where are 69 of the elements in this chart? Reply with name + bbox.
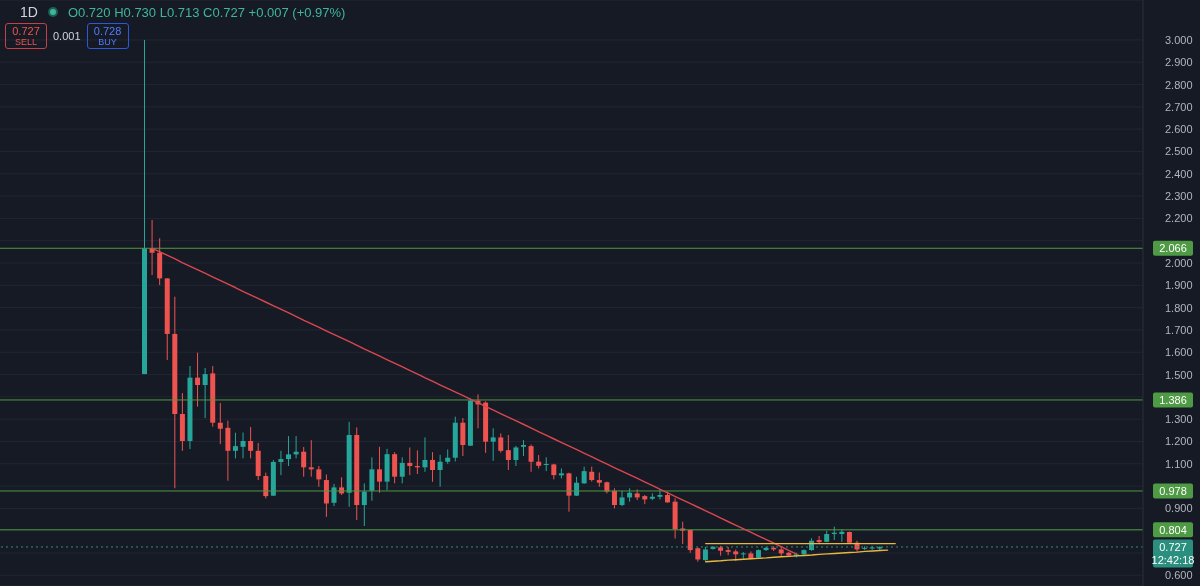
y-tick-label: 2.800 xyxy=(1165,78,1193,91)
ref-line-label: 0.804 xyxy=(1159,523,1187,536)
candlestick xyxy=(611,487,617,509)
candlestick xyxy=(528,444,534,473)
text: 0.001 xyxy=(53,30,81,42)
candlestick xyxy=(225,420,231,482)
candlestick xyxy=(513,445,519,467)
candlestick xyxy=(740,551,746,560)
y-tick-label: 1.200 xyxy=(1165,435,1193,448)
candlestick xyxy=(505,434,511,471)
candlestick xyxy=(816,535,822,545)
candlestick xyxy=(301,446,307,478)
candlestick xyxy=(498,432,504,454)
candlestick xyxy=(286,435,292,467)
y-tick-label: 1.600 xyxy=(1165,346,1193,359)
line-series xyxy=(151,247,798,555)
candlestick xyxy=(437,454,443,488)
candlestick xyxy=(331,483,337,507)
y-tick-label: 2.900 xyxy=(1165,56,1193,69)
candlestick xyxy=(369,456,375,502)
candlestick xyxy=(316,465,322,488)
y-tick-label: 2.000 xyxy=(1165,257,1193,269)
y-tick-label: 3.000 xyxy=(1165,33,1193,46)
candlestick xyxy=(422,436,428,473)
y-tick-label: 1.500 xyxy=(1165,368,1193,381)
candlestick xyxy=(308,439,314,478)
candlestick xyxy=(399,456,405,484)
candlestick xyxy=(543,456,549,472)
candlestick xyxy=(566,472,572,513)
y-tick-label: 2.500 xyxy=(1165,145,1193,158)
candlestick xyxy=(460,417,466,457)
y-tick-label: 2.400 xyxy=(1165,167,1193,180)
candlestick xyxy=(430,451,436,483)
y-tick-label: 2.700 xyxy=(1165,100,1193,113)
text: 0.728 BUY xyxy=(93,25,122,47)
y-tick-label: 2.300 xyxy=(1165,190,1193,203)
candlestick xyxy=(839,528,845,543)
y-tick-label: 2.600 xyxy=(1165,123,1193,136)
candlestick xyxy=(232,432,238,459)
ref-line-label: 0.978 xyxy=(1159,484,1187,497)
y-tick-label: 1.100 xyxy=(1165,457,1193,470)
candlestick xyxy=(361,482,367,527)
text: 0.727 SELL xyxy=(12,25,40,47)
y-tick-label: 1.700 xyxy=(1165,323,1193,336)
candlestick xyxy=(263,472,269,499)
candlestick xyxy=(240,432,246,459)
chart-subtitle: O0.720 H0.730 L0.713 C0.727 +0.007 (+0.97%) xyxy=(67,4,346,20)
y-tick-label: 1.900 xyxy=(1165,279,1193,292)
candlestick xyxy=(248,426,254,459)
ref-line-label: 1.386 xyxy=(1159,393,1187,406)
candlestick xyxy=(195,352,201,408)
y-tick-label: 1.300 xyxy=(1165,413,1193,426)
text: 1D xyxy=(20,4,38,20)
candlestick xyxy=(323,473,329,518)
candlestick xyxy=(407,446,413,476)
y-tick-label: 1.800 xyxy=(1165,301,1193,314)
line-series xyxy=(705,549,889,563)
candlestick xyxy=(657,489,663,500)
y-tick-label: 0.900 xyxy=(1165,502,1193,515)
candlestick xyxy=(376,446,382,494)
ref-line-label: 0.727 12:42:18 xyxy=(1151,540,1195,566)
candlestick xyxy=(392,451,398,484)
y-tick-label: 2.200 xyxy=(1165,212,1193,225)
candlestick xyxy=(202,367,208,419)
candlestick xyxy=(490,427,496,462)
candlestick xyxy=(278,450,284,476)
ref-line-label: 2.066 xyxy=(1159,242,1187,255)
candlestick xyxy=(217,402,223,445)
y-tick-label: 0.600 xyxy=(1165,569,1193,582)
